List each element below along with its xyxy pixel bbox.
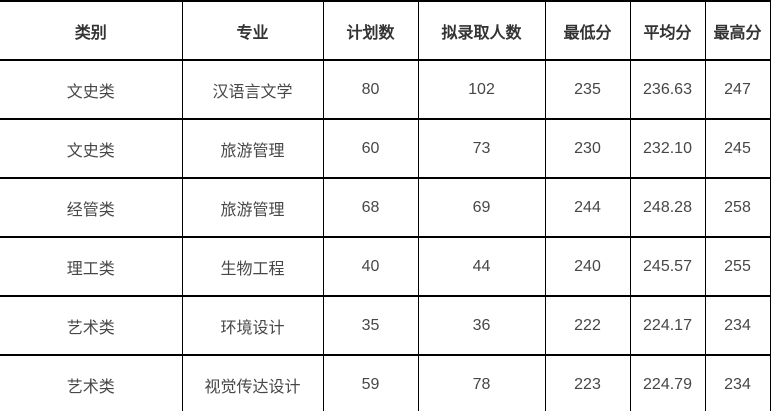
cell-avg-score: 232.10 bbox=[630, 119, 706, 179]
column-header-avg-score: 平均分 bbox=[630, 1, 706, 61]
cell-proposed-admissions: 78 bbox=[418, 355, 546, 411]
cell-proposed-admissions: 102 bbox=[418, 60, 546, 120]
cell-category: 艺术类 bbox=[0, 296, 183, 356]
cell-max-score: 258 bbox=[705, 178, 771, 238]
cell-avg-score: 224.79 bbox=[630, 355, 706, 411]
cell-category: 经管类 bbox=[0, 178, 183, 238]
cell-min-score: 223 bbox=[545, 355, 631, 411]
column-header-category: 类别 bbox=[0, 1, 183, 61]
column-header-major: 专业 bbox=[182, 1, 324, 61]
cell-major: 生物工程 bbox=[182, 237, 324, 297]
header-row: 类别 专业 计划数 拟录取人数 最低分 平均分 最高分 bbox=[0, 1, 771, 61]
cell-planned-count: 40 bbox=[323, 237, 419, 297]
column-header-planned-count: 计划数 bbox=[323, 1, 419, 61]
cell-major: 旅游管理 bbox=[182, 119, 324, 179]
cell-planned-count: 68 bbox=[323, 178, 419, 238]
cell-proposed-admissions: 36 bbox=[418, 296, 546, 356]
cell-min-score: 240 bbox=[545, 237, 631, 297]
table-row: 理工类 生物工程 40 44 240 245.57 255 bbox=[0, 237, 771, 297]
cell-proposed-admissions: 73 bbox=[418, 119, 546, 179]
table-row: 文史类 汉语言文学 80 102 235 236.63 247 bbox=[0, 60, 771, 120]
cell-min-score: 244 bbox=[545, 178, 631, 238]
column-header-proposed-admissions: 拟录取人数 bbox=[418, 1, 546, 61]
table-row: 经管类 旅游管理 68 69 244 248.28 258 bbox=[0, 178, 771, 238]
cell-planned-count: 80 bbox=[323, 60, 419, 120]
table-row: 艺术类 视觉传达设计 59 78 223 224.79 234 bbox=[0, 355, 771, 411]
cell-max-score: 255 bbox=[705, 237, 771, 297]
cell-proposed-admissions: 69 bbox=[418, 178, 546, 238]
cell-category: 艺术类 bbox=[0, 355, 183, 411]
cell-major: 旅游管理 bbox=[182, 178, 324, 238]
cell-category: 文史类 bbox=[0, 60, 183, 120]
cell-proposed-admissions: 44 bbox=[418, 237, 546, 297]
cell-planned-count: 35 bbox=[323, 296, 419, 356]
cell-category: 文史类 bbox=[0, 119, 183, 179]
cell-planned-count: 59 bbox=[323, 355, 419, 411]
cell-category: 理工类 bbox=[0, 237, 183, 297]
cell-max-score: 234 bbox=[705, 355, 771, 411]
cell-min-score: 222 bbox=[545, 296, 631, 356]
cell-avg-score: 245.57 bbox=[630, 237, 706, 297]
column-header-min-score: 最低分 bbox=[545, 1, 631, 61]
table-row: 艺术类 环境设计 35 36 222 224.17 234 bbox=[0, 296, 771, 356]
cell-planned-count: 60 bbox=[323, 119, 419, 179]
cell-major: 视觉传达设计 bbox=[182, 355, 324, 411]
cell-avg-score: 248.28 bbox=[630, 178, 706, 238]
column-header-max-score: 最高分 bbox=[705, 1, 771, 61]
cell-avg-score: 224.17 bbox=[630, 296, 706, 356]
cell-max-score: 247 bbox=[705, 60, 771, 120]
cell-major: 汉语言文学 bbox=[182, 60, 324, 120]
cell-major: 环境设计 bbox=[182, 296, 324, 356]
cell-max-score: 245 bbox=[705, 119, 771, 179]
cell-min-score: 235 bbox=[545, 60, 631, 120]
cell-max-score: 234 bbox=[705, 296, 771, 356]
cell-avg-score: 236.63 bbox=[630, 60, 706, 120]
table-row: 文史类 旅游管理 60 73 230 232.10 245 bbox=[0, 119, 771, 179]
cell-min-score: 230 bbox=[545, 119, 631, 179]
